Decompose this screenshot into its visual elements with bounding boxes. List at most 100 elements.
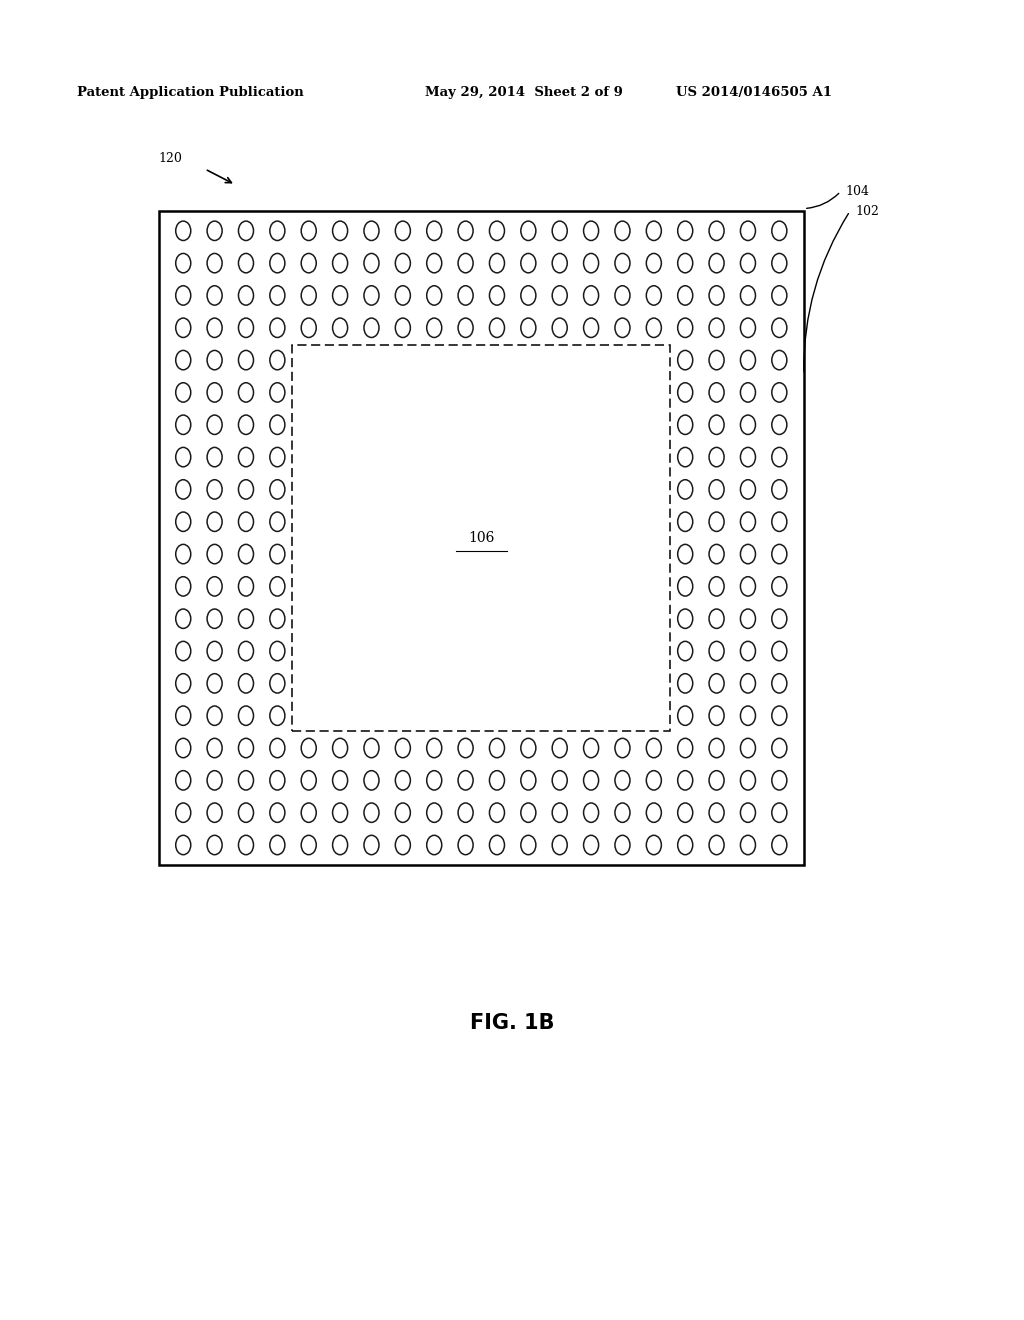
Circle shape bbox=[395, 318, 411, 338]
Circle shape bbox=[772, 706, 786, 726]
Circle shape bbox=[176, 318, 190, 338]
Circle shape bbox=[270, 285, 285, 305]
Circle shape bbox=[427, 738, 441, 758]
Circle shape bbox=[740, 544, 756, 564]
Circle shape bbox=[395, 222, 411, 240]
Circle shape bbox=[678, 673, 692, 693]
Circle shape bbox=[772, 414, 786, 434]
Circle shape bbox=[772, 383, 786, 403]
Circle shape bbox=[458, 738, 473, 758]
Circle shape bbox=[333, 253, 347, 273]
Circle shape bbox=[552, 285, 567, 305]
Circle shape bbox=[239, 350, 254, 370]
Circle shape bbox=[207, 222, 222, 240]
Circle shape bbox=[521, 803, 536, 822]
Circle shape bbox=[395, 285, 411, 305]
Circle shape bbox=[678, 318, 692, 338]
Circle shape bbox=[521, 253, 536, 273]
Circle shape bbox=[176, 253, 190, 273]
Circle shape bbox=[239, 512, 254, 532]
Circle shape bbox=[176, 285, 190, 305]
Circle shape bbox=[709, 285, 724, 305]
Circle shape bbox=[584, 285, 599, 305]
Circle shape bbox=[270, 673, 285, 693]
Circle shape bbox=[552, 318, 567, 338]
Circle shape bbox=[458, 318, 473, 338]
Circle shape bbox=[772, 642, 786, 661]
Circle shape bbox=[458, 222, 473, 240]
Circle shape bbox=[333, 285, 347, 305]
Circle shape bbox=[176, 544, 190, 564]
Circle shape bbox=[521, 318, 536, 338]
Circle shape bbox=[207, 318, 222, 338]
Circle shape bbox=[364, 222, 379, 240]
Circle shape bbox=[521, 738, 536, 758]
Circle shape bbox=[270, 512, 285, 532]
Circle shape bbox=[678, 609, 692, 628]
Circle shape bbox=[207, 836, 222, 854]
Circle shape bbox=[270, 706, 285, 726]
Circle shape bbox=[270, 771, 285, 791]
Circle shape bbox=[772, 479, 786, 499]
Circle shape bbox=[270, 350, 285, 370]
Circle shape bbox=[740, 673, 756, 693]
Circle shape bbox=[427, 318, 441, 338]
Circle shape bbox=[176, 771, 190, 791]
Circle shape bbox=[176, 447, 190, 467]
Circle shape bbox=[333, 318, 347, 338]
Circle shape bbox=[301, 803, 316, 822]
Circle shape bbox=[646, 318, 662, 338]
Circle shape bbox=[176, 706, 190, 726]
Circle shape bbox=[772, 253, 786, 273]
Circle shape bbox=[740, 414, 756, 434]
Circle shape bbox=[772, 836, 786, 854]
Circle shape bbox=[521, 285, 536, 305]
Circle shape bbox=[552, 222, 567, 240]
Circle shape bbox=[740, 609, 756, 628]
Circle shape bbox=[176, 479, 190, 499]
Circle shape bbox=[709, 642, 724, 661]
Circle shape bbox=[239, 642, 254, 661]
Circle shape bbox=[678, 447, 692, 467]
Circle shape bbox=[615, 836, 630, 854]
Circle shape bbox=[772, 318, 786, 338]
Circle shape bbox=[678, 803, 692, 822]
Circle shape bbox=[740, 285, 756, 305]
Circle shape bbox=[740, 318, 756, 338]
Circle shape bbox=[364, 318, 379, 338]
Circle shape bbox=[709, 836, 724, 854]
Circle shape bbox=[395, 803, 411, 822]
Circle shape bbox=[301, 771, 316, 791]
Circle shape bbox=[772, 771, 786, 791]
Circle shape bbox=[489, 771, 505, 791]
Circle shape bbox=[270, 577, 285, 597]
Circle shape bbox=[270, 803, 285, 822]
Circle shape bbox=[239, 706, 254, 726]
Circle shape bbox=[584, 803, 599, 822]
Circle shape bbox=[364, 803, 379, 822]
Circle shape bbox=[239, 803, 254, 822]
Circle shape bbox=[270, 479, 285, 499]
Circle shape bbox=[207, 673, 222, 693]
Circle shape bbox=[521, 836, 536, 854]
Circle shape bbox=[301, 285, 316, 305]
Circle shape bbox=[709, 414, 724, 434]
Circle shape bbox=[615, 803, 630, 822]
Circle shape bbox=[709, 512, 724, 532]
Circle shape bbox=[301, 318, 316, 338]
Circle shape bbox=[270, 738, 285, 758]
Circle shape bbox=[239, 673, 254, 693]
Circle shape bbox=[364, 771, 379, 791]
Circle shape bbox=[239, 836, 254, 854]
Circle shape bbox=[270, 447, 285, 467]
Circle shape bbox=[427, 803, 441, 822]
Circle shape bbox=[176, 414, 190, 434]
Circle shape bbox=[301, 836, 316, 854]
Circle shape bbox=[458, 803, 473, 822]
Circle shape bbox=[772, 577, 786, 597]
Circle shape bbox=[678, 738, 692, 758]
Circle shape bbox=[395, 253, 411, 273]
Circle shape bbox=[489, 738, 505, 758]
Circle shape bbox=[458, 285, 473, 305]
Circle shape bbox=[552, 803, 567, 822]
